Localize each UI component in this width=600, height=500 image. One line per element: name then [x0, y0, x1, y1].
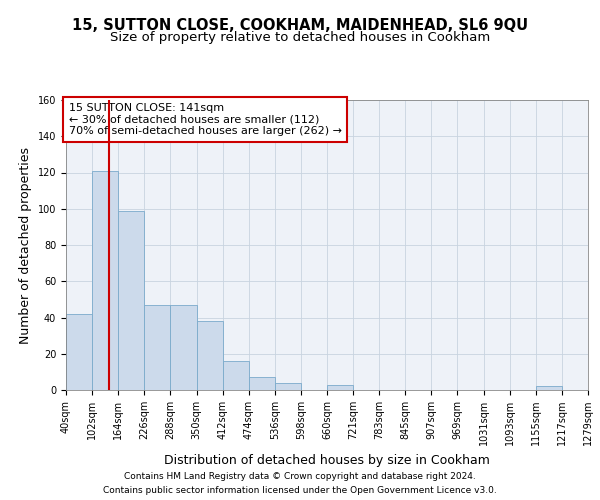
- Bar: [145, 305, 170, 390]
- Bar: [92, 170, 118, 390]
- Text: Contains public sector information licensed under the Open Government Licence v3: Contains public sector information licen…: [103, 486, 497, 495]
- Y-axis label: Number of detached properties: Number of detached properties: [19, 146, 32, 344]
- Text: 15, SUTTON CLOSE, COOKHAM, MAIDENHEAD, SL6 9QU: 15, SUTTON CLOSE, COOKHAM, MAIDENHEAD, S…: [72, 18, 528, 32]
- X-axis label: Distribution of detached houses by size in Cookham: Distribution of detached houses by size …: [164, 454, 490, 466]
- Bar: [118, 210, 145, 390]
- Bar: [249, 378, 275, 390]
- Bar: [275, 383, 301, 390]
- Text: Size of property relative to detached houses in Cookham: Size of property relative to detached ho…: [110, 31, 490, 44]
- Bar: [327, 384, 353, 390]
- Bar: [536, 386, 562, 390]
- Text: 15 SUTTON CLOSE: 141sqm
← 30% of detached houses are smaller (112)
70% of semi-d: 15 SUTTON CLOSE: 141sqm ← 30% of detache…: [68, 103, 341, 136]
- Text: Contains HM Land Registry data © Crown copyright and database right 2024.: Contains HM Land Registry data © Crown c…: [124, 472, 476, 481]
- Bar: [170, 305, 197, 390]
- Bar: [223, 361, 249, 390]
- Bar: [197, 321, 223, 390]
- Bar: [66, 314, 92, 390]
